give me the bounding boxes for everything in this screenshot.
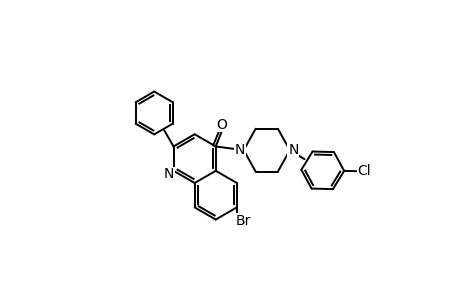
Text: N: N bbox=[287, 143, 298, 157]
Text: Cl: Cl bbox=[357, 164, 370, 178]
Text: N: N bbox=[235, 143, 245, 157]
Text: Br: Br bbox=[235, 214, 251, 228]
Text: O: O bbox=[216, 118, 227, 132]
Text: N: N bbox=[163, 167, 174, 182]
